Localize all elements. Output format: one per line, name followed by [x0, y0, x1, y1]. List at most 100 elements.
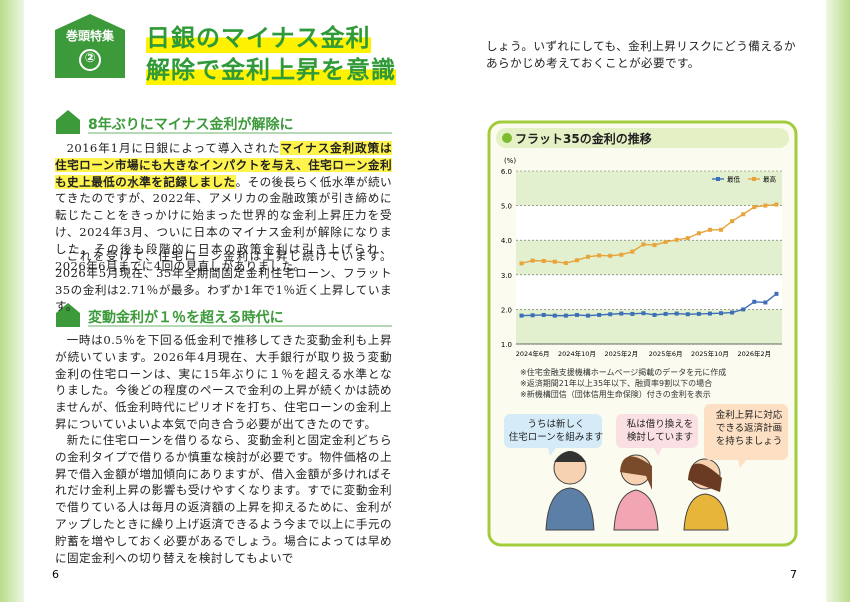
data-point	[707, 311, 712, 316]
chart-notes: ※住宅金融支援機構ホームページ掲載のデータを元に作成 ※返済期間21年以上35年以…	[520, 367, 726, 400]
text-run: 。その後長らく低水準が続いてきたのですが、2022年、アメリカの金融政策が引き締…	[55, 174, 392, 273]
paragraph: 一時は0.5％を下回る低金利で推移してきた変動金利も上昇が続いています。2026…	[55, 332, 392, 433]
speech-bubble	[504, 414, 602, 456]
data-point	[619, 252, 624, 257]
x-tick-label: 2024年10月	[558, 349, 596, 358]
grid-band	[516, 274, 782, 310]
x-tick-label: 2025年2月	[604, 349, 638, 358]
data-point	[652, 243, 657, 248]
chart-title: フラット35の金利の推移	[515, 132, 652, 146]
section-heading: 変動金利が１％を超える時代に	[88, 310, 284, 326]
data-point	[752, 204, 757, 209]
x-tick-label: 2025年6月	[649, 349, 683, 358]
chart-note: ※新機構団信（団体信用生命保険）付きの金利を表示	[520, 390, 711, 399]
data-point	[630, 249, 635, 254]
data-point	[719, 311, 724, 316]
data-point	[619, 311, 624, 316]
bubble-line: 金利上昇に対応	[715, 410, 783, 421]
data-point	[597, 312, 602, 317]
data-point	[541, 258, 546, 263]
y-tick-label: 1.0	[501, 341, 512, 349]
speech-bubble	[616, 414, 698, 456]
data-point	[663, 311, 668, 316]
data-point	[563, 261, 568, 266]
x-tick-label: 2024年6月	[516, 349, 550, 358]
data-point	[685, 312, 690, 317]
data-point	[519, 261, 524, 266]
y-tick-label: 5.0	[501, 203, 512, 211]
grid-band	[516, 240, 782, 275]
data-point	[741, 212, 746, 217]
data-point	[752, 299, 757, 304]
paragraph: 2016年1月に日銀によって導入されたマイナス金利政策は住宅ローン市場にも大きな…	[55, 140, 392, 274]
bubble-text: うちは新しく住宅ローンを組みます	[504, 418, 608, 444]
data-point	[719, 227, 724, 232]
text-run: 2016年1月に日銀によって導入された	[66, 141, 281, 155]
paragraph: 新たに住宅ローンを借りるなら、変動金利と固定金利どちらの金利タイプで借りるか慎重…	[55, 432, 392, 566]
paragraph: これを受けて、住宅ローン金利は上昇し続けています。2026年5月現在、35年全期…	[55, 248, 392, 315]
data-point	[730, 219, 735, 224]
text-run: 一時は0.5％を下回る低金利で推移してきた変動金利も上昇が続いています。2026…	[55, 333, 392, 431]
data-point	[674, 237, 679, 242]
data-point	[552, 313, 557, 318]
data-point	[552, 259, 557, 264]
data-point	[608, 253, 613, 258]
data-point	[608, 312, 613, 317]
data-point	[530, 258, 535, 263]
data-point	[652, 312, 657, 317]
data-point	[519, 313, 524, 318]
text-run: これを受けて、住宅ローン金利は上昇し続けています。2026年5月現在、35年全期…	[55, 249, 392, 314]
x-tick-label: 2025年10月	[691, 349, 729, 358]
legend-marker	[716, 177, 720, 181]
data-point	[774, 202, 779, 207]
page-number: 7	[790, 568, 797, 581]
chart: (%) 1.0 2.0 3.0 4.0 5.0 6.0 2024年6月 2024年10月 2025…	[501, 157, 782, 358]
y-tick-label: 2.0	[501, 306, 512, 314]
badge-label: 巻頭特集	[65, 29, 114, 43]
y-axis-label: (%)	[504, 157, 516, 165]
data-point	[707, 227, 712, 232]
paragraph: しょう。いずれにしても、金利上昇リスクにどう備えるかあらかじめ考えておくことが必…	[486, 39, 796, 70]
bubble-line: 私は借り換えを	[626, 419, 694, 430]
data-point	[586, 254, 591, 259]
data-point	[696, 231, 701, 236]
x-tick-label: 2026年2月	[737, 349, 771, 358]
chart-note: ※住宅金融支援機構ホームページ掲載のデータを元に作成	[520, 368, 727, 377]
chart-note: ※返済期間21年以上35年以下、融資率9割以下の場合	[520, 379, 713, 388]
main-title: 解除で金利上昇を意識	[146, 50, 396, 85]
section-icon	[56, 110, 80, 134]
chart-title-bg	[496, 128, 789, 148]
data-point	[574, 258, 579, 263]
title-bullet	[502, 133, 512, 143]
text-run: 新たに住宅ローンを借りるなら、変動金利と固定金利どちらの金利タイプで借りるか慎重…	[55, 433, 392, 565]
y-tick-label: 6.0	[501, 168, 512, 176]
bubble-line: できる返済計画	[715, 423, 783, 434]
legend-label: 最高	[763, 175, 777, 184]
data-point	[530, 313, 535, 318]
bubble-text: 私は借り換えを 検討しています	[616, 418, 704, 444]
data-point	[674, 311, 679, 316]
grid-band	[516, 171, 782, 206]
data-point	[730, 310, 735, 315]
data-point	[586, 313, 591, 318]
data-point	[630, 311, 635, 316]
data-point	[541, 312, 546, 317]
badge-circle	[79, 49, 101, 71]
badge-shape	[55, 14, 125, 78]
data-point	[696, 311, 701, 316]
edge-strip	[0, 0, 24, 602]
section-icon	[56, 303, 80, 327]
bubble-text: 金利上昇に対応 できる返済計画 を持ちましょう	[704, 409, 794, 448]
data-point	[741, 307, 746, 312]
y-tick-label: 3.0	[501, 272, 512, 280]
data-point	[763, 300, 768, 305]
data-point	[574, 312, 579, 317]
data-point	[663, 239, 668, 244]
bubble-line: うちは新しく	[527, 419, 585, 430]
bubble-line: を持ちましょう	[715, 436, 783, 447]
bubble-line: 住宅ローンを組みます	[508, 432, 604, 443]
data-point	[774, 291, 779, 296]
data-point	[563, 313, 568, 318]
main-title: 日銀のマイナス金利	[146, 18, 371, 53]
